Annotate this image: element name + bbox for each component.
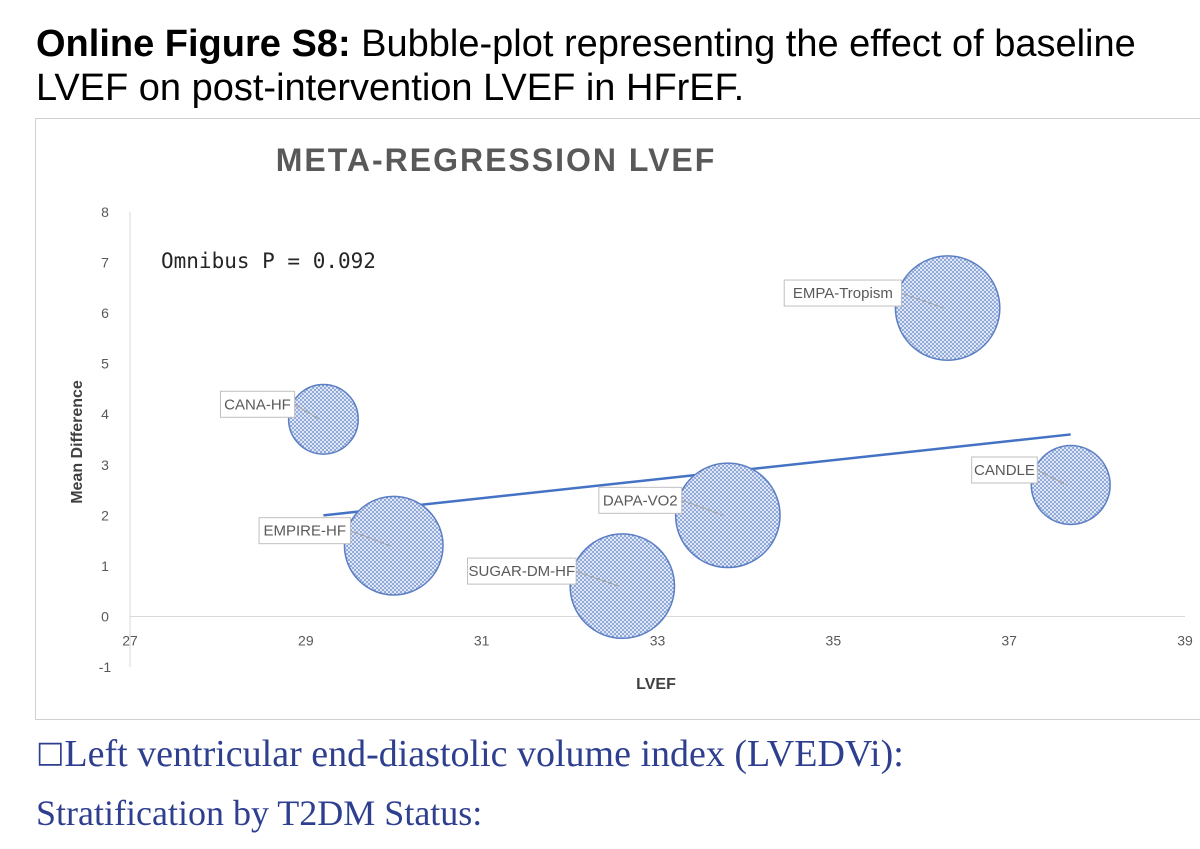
label-leader-line xyxy=(575,570,619,587)
data-label: CANA-HF xyxy=(224,396,291,413)
bubble-point xyxy=(1030,444,1111,526)
data-label-box xyxy=(598,486,683,514)
data-label-box xyxy=(971,456,1038,484)
data-label: SUGAR-DM-HF xyxy=(469,563,576,580)
data-label-box xyxy=(258,517,351,545)
y-tick-label: -1 xyxy=(99,659,112,675)
bubble-point xyxy=(569,533,676,640)
x-tick-label: 29 xyxy=(298,632,314,648)
y-tick-label: 5 xyxy=(101,356,109,372)
label-leader-line xyxy=(681,499,725,516)
label-leader-line xyxy=(350,530,390,547)
label-leader-line xyxy=(1037,469,1067,486)
data-label-box xyxy=(219,390,296,418)
x-tick-label: 37 xyxy=(1001,632,1017,648)
checkbox-glyph-icon: □ xyxy=(36,735,65,770)
y-tick-label: 0 xyxy=(101,608,109,624)
label-leader-line xyxy=(901,292,944,309)
data-label: CANDLE xyxy=(974,462,1035,479)
y-tick-label: 2 xyxy=(101,507,109,523)
x-tick-label: 39 xyxy=(1177,632,1193,648)
figure-label: Online Figure S8: xyxy=(36,23,351,65)
bubble-point xyxy=(287,383,359,455)
bubble-point xyxy=(674,462,781,569)
data-label-box xyxy=(467,557,577,585)
chart-frame: META-REGRESSION LVEF Omnibus P = 0.092 -… xyxy=(35,118,1200,720)
section-heading: □Left ventricular end-diastolic volume i… xyxy=(36,732,904,776)
y-tick-label: 1 xyxy=(101,558,109,574)
x-tick-label: 35 xyxy=(826,632,842,648)
bubble-point xyxy=(894,255,1001,362)
sub-heading: Stratification by T2DM Status: xyxy=(36,793,483,833)
data-label: EMPA-Tropism xyxy=(793,285,893,302)
data-label: DAPA-VO2 xyxy=(603,492,678,509)
x-axis-title: LVEF xyxy=(636,676,676,693)
bubble-chart: META-REGRESSION LVEF Omnibus P = 0.092 -… xyxy=(69,142,1193,693)
y-tick-label: 4 xyxy=(101,406,109,422)
figure-caption-text: Bubble-plot representing the effect of b… xyxy=(36,23,1136,109)
bubble-point xyxy=(343,495,444,596)
figure-caption: Online Figure S8: Bubble-plot representi… xyxy=(36,22,1186,110)
chart-title: META-REGRESSION LVEF xyxy=(276,142,717,178)
omnibus-annotation: Omnibus P = 0.092 xyxy=(161,249,376,273)
data-label: EMPIRE-HF xyxy=(264,523,347,540)
label-leader-line xyxy=(294,403,320,420)
x-tick-label: 31 xyxy=(474,632,490,648)
x-tick-label: 27 xyxy=(122,632,138,648)
section-heading-text: Left ventricular end-diastolic volume in… xyxy=(64,733,904,775)
y-tick-label: 6 xyxy=(101,305,109,321)
x-tick-label: 33 xyxy=(650,632,666,648)
y-tick-label: 8 xyxy=(101,204,109,220)
data-label-box xyxy=(783,279,902,307)
y-tick-label: 7 xyxy=(101,255,109,271)
y-tick-label: 3 xyxy=(101,457,109,473)
y-axis-title: Mean Difference xyxy=(69,380,86,504)
